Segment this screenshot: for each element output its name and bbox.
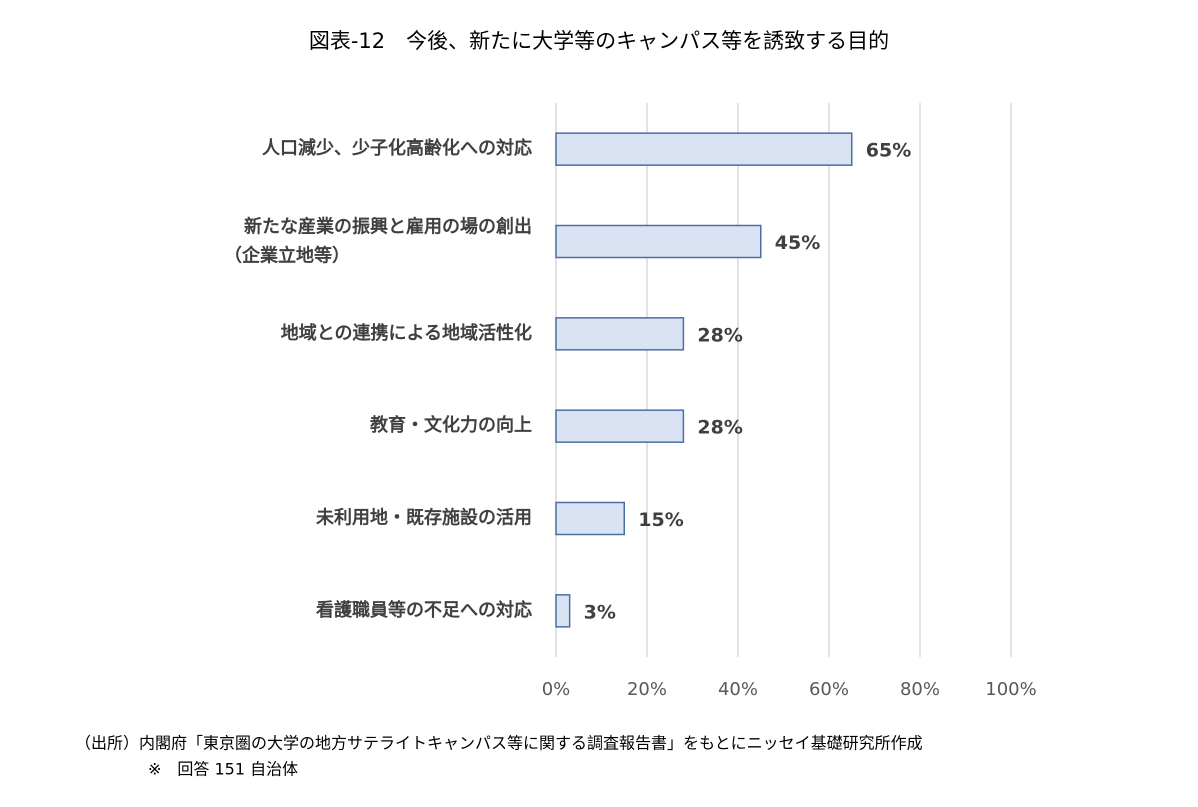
chart-title: 図表-12 今後、新たに大学等のキャンパス等を誘致する目的 [309, 29, 889, 53]
y-tick-label: 未利用地・既存施設の活用 [316, 507, 532, 529]
x-tick-label: 60% [809, 679, 849, 700]
value-label: 65% [866, 140, 911, 162]
value-label: 28% [697, 324, 742, 346]
y-tick-label: 人口減少、少子化高齢化への対応 [262, 137, 532, 159]
y-tick-label: （企業立地等） [224, 245, 350, 267]
value-label: 45% [775, 232, 820, 254]
bar [555, 501, 625, 536]
x-tick-label: 40% [718, 679, 758, 700]
bar [555, 132, 853, 166]
y-tick-label: 看護職員等の不足への対応 [315, 599, 532, 621]
bar [555, 224, 762, 259]
value-label: 3% [584, 601, 616, 623]
source-note: （出所）内閣府「東京圏の大学の地方サテライトキャンパス等に関する調査報告書」をも… [75, 734, 923, 753]
y-tick-label: 教育・文化力の向上 [370, 414, 532, 436]
x-tick-label: 100% [985, 679, 1036, 700]
x-tick-label: 80% [900, 679, 940, 700]
y-tick-label: 地域との連携による地域活性化 [281, 322, 532, 344]
bar [555, 317, 685, 351]
value-label: 28% [697, 417, 742, 439]
x-tick-label: 20% [627, 679, 667, 700]
y-tick-label: 新たな産業の振興と雇用の場の創出 [244, 216, 532, 238]
bar [555, 594, 571, 628]
x-tick-label: 0% [542, 679, 571, 700]
bar [555, 409, 685, 443]
value-label: 15% [638, 509, 683, 531]
response-note: ※ 回答 151 自治体 [148, 760, 298, 779]
